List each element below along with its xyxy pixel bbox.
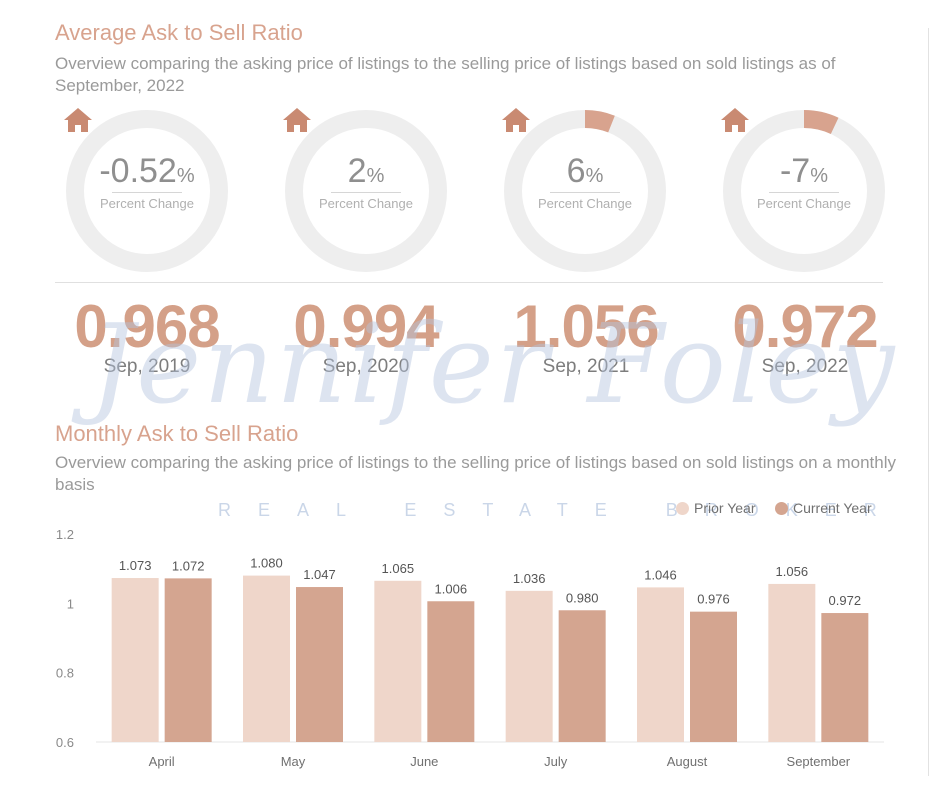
x-tick-label: August [667,754,708,769]
bar-value-label: 1.072 [172,558,205,573]
percent-change-value: -7% [779,152,829,190]
legend-swatch-prior [676,501,689,515]
ratio-date-2021: Sep, 2021 [542,356,630,377]
house-icon [502,108,530,132]
percent-change-label: Percent Change [538,196,632,211]
percent-change-ring-2020: 2% Percent Change [281,106,451,276]
bar-current [296,587,343,742]
x-tick-label: September [787,754,851,769]
bar-current [427,601,475,742]
ring-graphic [504,110,666,272]
ring-track [285,110,447,272]
x-tick-label: June [410,754,438,769]
bar-value-label: 1.073 [119,558,152,573]
ring-graphic [723,110,885,272]
ring-track [504,110,666,272]
percent-change-label: Percent Change [319,196,413,211]
monthly-description: Overview comparing the asking price of l… [55,453,896,494]
page-title: Average Ask to Sell Ratio [55,20,303,45]
bar-prior [374,580,422,742]
ratio-value-2021: 1.056 [513,293,659,360]
house-icon [64,108,92,132]
watermark-subtitle: REAL ESTATE BROKER [218,500,904,520]
page-description: Overview comparing the asking price of l… [55,54,836,95]
bar-value-label: 1.006 [435,581,468,596]
bar-current [164,578,212,742]
y-tick-label: 0.8 [56,666,74,681]
legend-swatch-current [775,501,788,515]
legend-current-year: Current Year [775,500,872,516]
bar-current [690,611,737,742]
ratio-value-2022: 0.972 [732,293,878,360]
ring-underline [550,192,620,193]
percent-change-value: -0.52% [99,152,195,190]
ratio-date-2020: Sep, 2020 [322,356,410,377]
ratio-date-2019: Sep, 2019 [103,356,191,377]
bar-prior [637,587,684,742]
bar-value-label: 1.065 [382,561,415,576]
ring-arc [584,110,615,133]
percent-change-ring-2019: -0.52% Percent Change [62,106,232,276]
bar-value-label: 1.056 [776,564,809,579]
percent-change-value: 2% [347,152,385,190]
bar-value-label: 0.980 [566,590,599,605]
ring-arc [803,110,839,135]
bar-prior [111,578,159,742]
ring-underline [769,192,839,193]
bar-value-label: 1.047 [303,567,336,582]
bar-value-label: 1.046 [644,567,677,582]
percent-change-label: Percent Change [757,196,851,211]
legend-prior-year: Prior Year [676,500,755,516]
ring-track [723,110,885,272]
legend-label-prior: Prior Year [694,500,756,516]
percent-change-value: 6% [566,152,604,190]
monthly-bar-chart: 0.6 0.8 1 1.2 1.073 1.072 April 1.080 1.047 May 1.… [56,527,884,769]
house-icon [283,108,311,132]
y-tick-label: 1 [67,596,74,611]
section-divider [55,282,883,283]
x-tick-label: April [149,754,175,769]
bar-value-label: 0.976 [697,592,730,607]
monthly-title: Monthly Ask to Sell Ratio [55,421,299,446]
bar-value-label: 1.080 [250,556,283,571]
y-tick-label: 1.2 [56,527,74,542]
x-tick-label: July [544,754,568,769]
bar-value-label: 0.972 [829,593,862,608]
y-tick-label: 0.6 [56,735,74,750]
ratio-date-2022: Sep, 2022 [761,356,849,377]
legend-label-current: Current Year [793,500,872,516]
percent-change-ring-2022: -7% Percent Change [719,106,889,276]
ring-track [66,110,228,272]
bar-prior [768,583,816,742]
percent-change-ring-2021: 6% Percent Change [500,106,670,276]
x-tick-label: May [281,754,306,769]
house-icon [721,108,749,132]
bar-value-label: 1.036 [513,571,546,586]
ring-graphic [285,110,447,272]
right-divider [928,28,929,776]
bar-prior [505,590,553,742]
ratio-value-2020: 0.994 [293,293,439,360]
bar-current [558,610,606,742]
ring-underline [331,192,401,193]
ring-underline [112,192,182,193]
bar-prior [243,575,290,742]
percent-change-label: Percent Change [100,196,194,211]
ratio-value-2019: 0.968 [74,293,220,360]
bar-current [821,613,869,742]
ring-graphic [66,110,228,272]
